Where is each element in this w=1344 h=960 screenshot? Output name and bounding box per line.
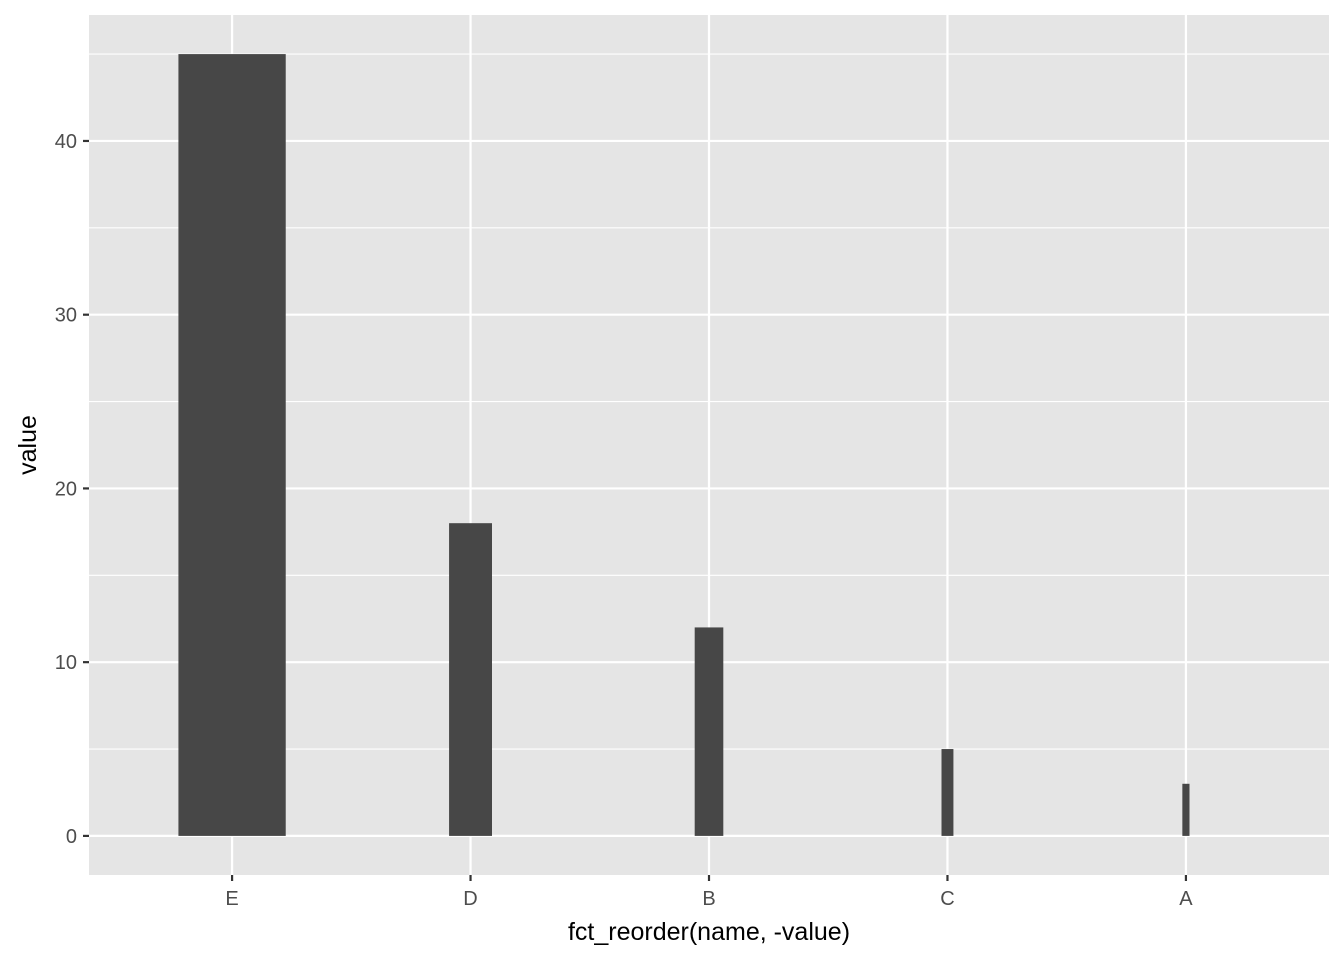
bar-A — [1182, 783, 1190, 836]
y-axis: 0 10 20 30 40 — [55, 131, 89, 848]
bar-E — [178, 54, 286, 836]
y-tick-label: 30 — [55, 305, 77, 327]
x-tick-label: C — [940, 888, 954, 910]
bar-B — [694, 627, 724, 836]
bar-C — [941, 749, 954, 836]
bar-D — [449, 523, 492, 836]
y-tick-label: 40 — [55, 131, 77, 153]
x-tick-label: D — [463, 888, 477, 910]
y-tick-label: 0 — [66, 826, 77, 848]
x-tick-label: A — [1179, 888, 1193, 910]
x-tick-label: B — [702, 888, 715, 910]
y-tick-label: 20 — [55, 478, 77, 500]
x-axis-title: fct_reorder(name, -value) — [568, 918, 850, 946]
bars — [178, 54, 1190, 836]
y-tick-label: 10 — [55, 652, 77, 674]
x-tick-label: E — [225, 888, 238, 910]
y-axis-title: value — [14, 415, 42, 475]
